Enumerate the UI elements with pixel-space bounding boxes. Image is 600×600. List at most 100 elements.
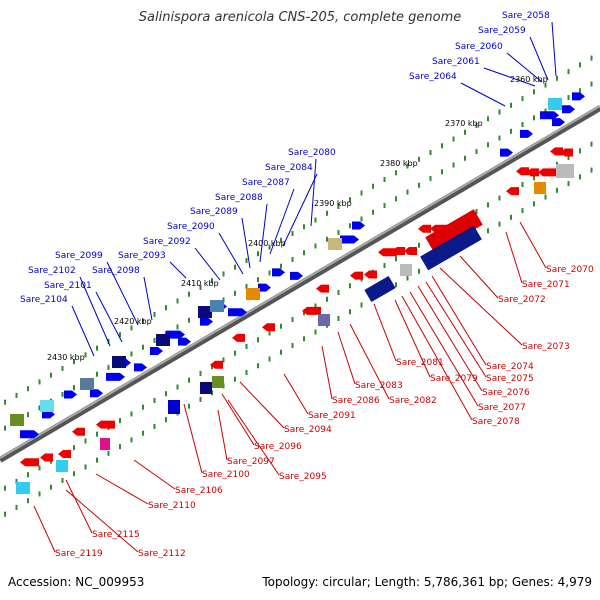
gene-label[interactable]: Sare_2094 bbox=[284, 425, 332, 435]
reverse-gene-glyph[interactable] bbox=[378, 248, 397, 257]
gene-label[interactable]: Sare_2073 bbox=[522, 342, 570, 352]
gene-label[interactable]: Sare_2058 bbox=[502, 11, 550, 21]
gene-label[interactable]: Sare_2087 bbox=[242, 178, 290, 188]
gene-label[interactable]: Sare_2064 bbox=[409, 72, 457, 82]
gene-label[interactable]: Sare_2099 bbox=[55, 251, 103, 261]
reverse-gene-glyph[interactable] bbox=[210, 360, 223, 369]
reverse-gene-glyph[interactable] bbox=[96, 420, 115, 429]
forward-gene-box[interactable] bbox=[10, 414, 24, 426]
forward-gene-box[interactable] bbox=[246, 288, 260, 300]
gene-label[interactable]: Sare_2089 bbox=[190, 207, 238, 217]
forward-gene-glyph[interactable] bbox=[178, 337, 191, 346]
gene-label[interactable]: Sare_2106 bbox=[175, 486, 223, 496]
forward-gene-glyph[interactable] bbox=[20, 430, 39, 439]
reverse-gene-glyph[interactable] bbox=[40, 453, 53, 462]
gene-label[interactable]: Sare_2083 bbox=[355, 381, 403, 391]
gene-label[interactable]: Sare_2088 bbox=[215, 193, 263, 203]
gene-label[interactable]: Sare_2104 bbox=[20, 295, 68, 305]
forward-gene-box[interactable] bbox=[156, 334, 170, 346]
gene-label[interactable]: Sare_2102 bbox=[28, 266, 76, 276]
forward-gene-glyph[interactable] bbox=[540, 111, 559, 120]
gene-label[interactable]: Sare_2092 bbox=[143, 237, 191, 247]
forward-gene-glyph[interactable] bbox=[106, 372, 125, 381]
forward-gene-glyph[interactable] bbox=[150, 347, 163, 355]
gene-label[interactable]: Sare_2100 bbox=[202, 470, 250, 480]
gene-label[interactable]: Sare_2080 bbox=[288, 148, 336, 158]
reverse-gene-box[interactable] bbox=[16, 482, 30, 494]
forward-gene-glyph[interactable] bbox=[272, 268, 285, 277]
reverse-gene-glyph[interactable] bbox=[392, 247, 405, 256]
forward-gene-glyph[interactable] bbox=[228, 308, 247, 317]
reverse-gene-box[interactable] bbox=[200, 382, 212, 394]
gene-label[interactable]: Sare_2086 bbox=[332, 396, 380, 406]
reverse-gene-box[interactable] bbox=[100, 438, 110, 450]
reverse-gene-glyph[interactable] bbox=[516, 167, 529, 176]
forward-gene-glyph[interactable] bbox=[520, 129, 533, 138]
gene-label[interactable]: Sare_2093 bbox=[118, 251, 166, 261]
reverse-gene-glyph[interactable] bbox=[526, 168, 539, 177]
forward-gene-glyph[interactable] bbox=[64, 390, 77, 399]
reverse-gene-glyph[interactable] bbox=[538, 168, 557, 177]
gene-label[interactable]: Sare_2076 bbox=[482, 388, 530, 398]
reverse-gene-glyph[interactable] bbox=[350, 271, 363, 280]
reverse-gene-glyph[interactable] bbox=[58, 449, 71, 458]
gene-label[interactable]: Sare_2071 bbox=[522, 280, 570, 290]
forward-gene-glyph[interactable] bbox=[200, 317, 213, 326]
forward-gene-glyph[interactable] bbox=[572, 92, 585, 101]
reverse-gene-box[interactable] bbox=[425, 209, 483, 253]
gene-label[interactable]: Sare_2119 bbox=[55, 549, 103, 559]
forward-gene-box[interactable] bbox=[198, 306, 212, 318]
gene-label[interactable]: Sare_2078 bbox=[472, 417, 520, 427]
reverse-gene-box[interactable] bbox=[56, 460, 68, 472]
forward-gene-glyph[interactable] bbox=[90, 389, 103, 398]
reverse-gene-glyph[interactable] bbox=[232, 333, 245, 342]
forward-gene-glyph[interactable] bbox=[340, 235, 359, 244]
reverse-gene-glyph[interactable] bbox=[506, 187, 519, 196]
forward-gene-glyph[interactable] bbox=[134, 363, 147, 372]
reverse-gene-glyph[interactable] bbox=[560, 148, 573, 157]
reverse-gene-box[interactable] bbox=[534, 182, 546, 194]
reverse-gene-glyph[interactable] bbox=[364, 270, 377, 279]
forward-gene-glyph[interactable] bbox=[562, 105, 575, 114]
forward-gene-box[interactable] bbox=[112, 356, 126, 368]
forward-gene-glyph[interactable] bbox=[42, 410, 55, 419]
reverse-gene-glyph[interactable] bbox=[418, 224, 431, 233]
forward-gene-box[interactable] bbox=[210, 300, 224, 312]
reverse-gene-glyph[interactable] bbox=[302, 306, 321, 315]
forward-gene-glyph[interactable] bbox=[552, 118, 565, 127]
gene-label[interactable]: Sare_2059 bbox=[478, 26, 526, 36]
forward-gene-glyph[interactable] bbox=[352, 221, 365, 230]
reverse-gene-glyph[interactable] bbox=[20, 458, 39, 467]
reverse-gene-box[interactable] bbox=[556, 164, 574, 178]
gene-label[interactable]: Sare_2091 bbox=[308, 411, 356, 421]
reverse-gene-glyph[interactable] bbox=[404, 246, 417, 255]
forward-gene-box[interactable] bbox=[80, 378, 94, 390]
gene-label[interactable]: Sare_2079 bbox=[430, 374, 478, 384]
reverse-gene-glyph[interactable] bbox=[316, 284, 329, 293]
forward-gene-glyph[interactable] bbox=[258, 283, 271, 292]
gene-label[interactable]: Sare_2095 bbox=[279, 472, 327, 482]
gene-label[interactable]: Sare_2110 bbox=[148, 501, 196, 511]
gene-label[interactable]: Sare_2081 bbox=[396, 358, 444, 368]
reverse-gene-box[interactable] bbox=[400, 264, 412, 276]
forward-gene-box[interactable] bbox=[328, 238, 342, 250]
gene-label[interactable]: Sare_2070 bbox=[546, 265, 594, 275]
gene-label[interactable]: Sare_2075 bbox=[486, 374, 534, 384]
forward-gene-box[interactable] bbox=[548, 98, 562, 110]
gene-label[interactable]: Sare_2072 bbox=[498, 295, 546, 305]
gene-label[interactable]: Sare_2082 bbox=[389, 396, 437, 406]
reverse-gene-glyph[interactable] bbox=[262, 323, 275, 332]
gene-label[interactable]: Sare_2060 bbox=[455, 42, 503, 52]
reverse-gene-box[interactable] bbox=[212, 376, 224, 388]
gene-label[interactable]: Sare_2077 bbox=[478, 403, 526, 413]
forward-gene-box[interactable] bbox=[40, 400, 54, 412]
gene-label[interactable]: Sare_2112 bbox=[138, 549, 186, 559]
forward-gene-glyph[interactable] bbox=[290, 271, 303, 280]
gene-label[interactable]: Sare_2115 bbox=[92, 530, 140, 540]
gene-label[interactable]: Sare_2074 bbox=[486, 362, 534, 372]
forward-gene-glyph[interactable] bbox=[166, 330, 185, 339]
gene-label[interactable]: Sare_2090 bbox=[167, 222, 215, 232]
gene-label[interactable]: Sare_2098 bbox=[92, 266, 140, 276]
gene-label[interactable]: Sare_2101 bbox=[44, 281, 92, 291]
reverse-gene-glyph[interactable] bbox=[72, 427, 85, 436]
